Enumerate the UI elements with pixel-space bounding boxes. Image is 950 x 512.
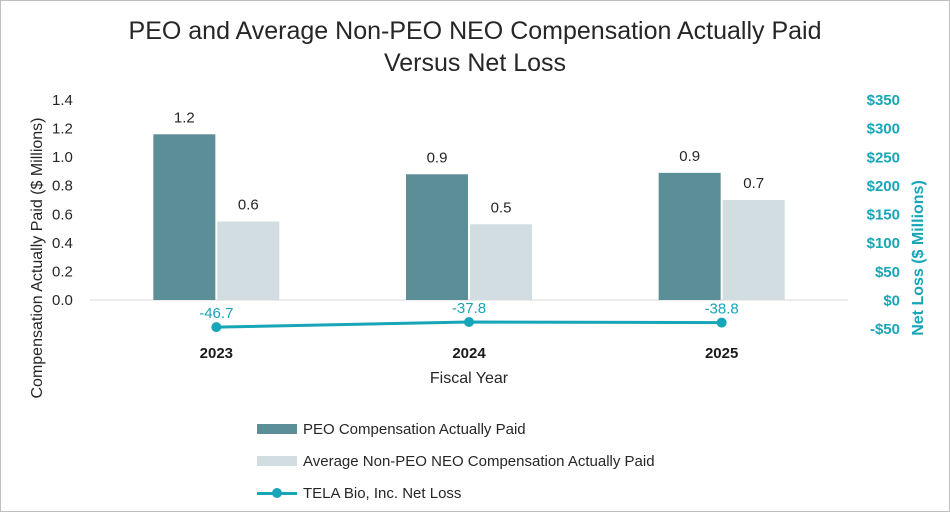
chart-title-line-2: Versus Net Loss xyxy=(383,49,567,77)
bar-data-labels: 1.2 0.6 0.9 0.5 0.9 0.7 xyxy=(174,109,764,216)
bar-series xyxy=(153,134,785,300)
category-label: 2023 xyxy=(200,345,233,362)
legend-label-net-loss: TELA Bio, Inc. Net Loss xyxy=(303,484,462,502)
bar-peo xyxy=(153,134,216,300)
bar-peo xyxy=(406,174,468,300)
legend-label-non-peo: Average Non-PEO NEO Compensation Actuall… xyxy=(303,452,655,470)
left-tick-label: 1.4 xyxy=(52,92,73,109)
bar-non-peo xyxy=(470,224,532,300)
chart-legend: PEO Compensation Actually Paid Average N… xyxy=(257,413,777,509)
bar-data-label: 0.5 xyxy=(491,199,512,216)
bar-data-label: 0.9 xyxy=(427,149,448,166)
right-tick-label: $200 xyxy=(867,178,900,195)
legend-label-peo: PEO Compensation Actually Paid xyxy=(303,420,526,438)
net-loss-point xyxy=(211,322,222,333)
right-tick-label: $250 xyxy=(867,149,900,166)
right-tick-label: $150 xyxy=(867,207,900,224)
left-tick-label: 1.0 xyxy=(52,149,73,166)
left-tick-label: 0.0 xyxy=(52,292,73,309)
legend-item-peo: PEO Compensation Actually Paid xyxy=(257,413,777,445)
net-loss-data-label: -46.7 xyxy=(199,305,233,322)
left-tick-label: 0.6 xyxy=(52,206,73,223)
right-tick-label: $0 xyxy=(883,292,900,309)
right-tick-label: -$50 xyxy=(870,321,900,338)
category-label: 2024 xyxy=(452,345,486,362)
right-tick-label: $50 xyxy=(875,264,900,281)
left-axis-title: Compensation Actually Paid ($ Millions) xyxy=(29,117,46,398)
chart-title-line-1: PEO and Average Non-PEO NEO Compensation… xyxy=(128,17,822,45)
net-loss-point xyxy=(716,317,727,328)
bar-non-peo xyxy=(722,200,785,300)
category-label: 2025 xyxy=(705,345,738,362)
category-labels: 2023 2024 2025 xyxy=(200,345,739,362)
right-axis-title: Net Loss ($ Millions) xyxy=(910,180,927,336)
bar-data-label: 0.7 xyxy=(743,175,764,192)
bar-data-label: 1.2 xyxy=(174,109,195,126)
left-tick-label: 0.4 xyxy=(52,235,73,252)
bar-data-label: 0.9 xyxy=(679,148,700,165)
legend-swatch-net-loss xyxy=(257,487,297,499)
legend-item-net-loss: TELA Bio, Inc. Net Loss xyxy=(257,477,777,509)
legend-item-non-peo: Average Non-PEO NEO Compensation Actuall… xyxy=(257,445,777,477)
left-tick-label: 1.2 xyxy=(52,121,73,138)
bar-peo xyxy=(658,172,721,300)
bar-data-label: 0.6 xyxy=(238,196,259,213)
line-series: -46.7 -37.8 -38.8 xyxy=(199,300,739,333)
legend-swatch-non-peo xyxy=(257,456,297,466)
bar-non-peo xyxy=(217,221,280,300)
left-tick-label: 0.8 xyxy=(52,178,73,195)
net-loss-point xyxy=(464,317,474,328)
left-tick-label: 0.2 xyxy=(52,263,73,280)
left-axis-ticks: 0.0 0.2 0.4 0.6 0.8 1.0 1.2 1.4 xyxy=(52,92,73,309)
right-axis-ticks: -$50 $0 $50 $100 $150 $200 $250 $300 $350 xyxy=(867,92,900,338)
right-tick-label: $300 xyxy=(867,121,900,138)
x-axis-title: Fiscal Year xyxy=(430,370,509,387)
right-tick-label: $100 xyxy=(867,235,900,252)
right-tick-label: $350 xyxy=(867,92,900,109)
net-loss-data-label: -37.8 xyxy=(452,300,486,317)
net-loss-data-label: -38.8 xyxy=(705,301,739,318)
legend-swatch-peo xyxy=(257,424,297,434)
